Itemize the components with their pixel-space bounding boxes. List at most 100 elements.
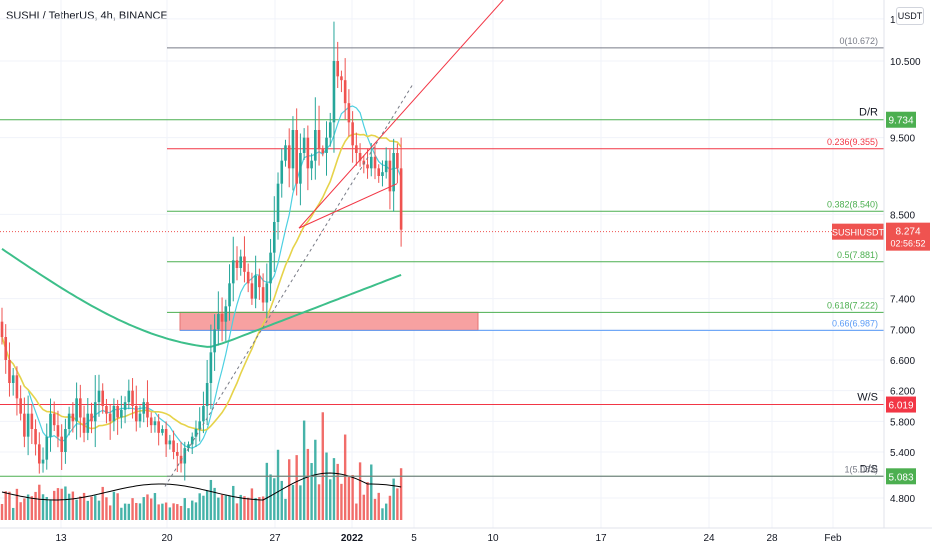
- candle: [183, 441, 187, 481]
- currency-button[interactable]: USDT: [896, 7, 924, 25]
- candle-body: [321, 149, 325, 153]
- volume-bar: [209, 479, 213, 520]
- price-axis-label: 1: [890, 15, 896, 26]
- candle: [336, 41, 339, 88]
- volume-bar: [254, 498, 257, 520]
- candle: [52, 401, 56, 432]
- candle-body: [295, 130, 298, 184]
- volume-bar: [64, 486, 67, 520]
- candle: [366, 148, 369, 179]
- candle: [116, 399, 119, 435]
- candle: [295, 108, 298, 196]
- volume-bar: [310, 463, 313, 520]
- level-label: 0.66(6.987): [832, 318, 878, 328]
- volume-bar: [217, 497, 220, 520]
- volume-bar: [362, 494, 366, 520]
- candle: [399, 137, 403, 247]
- volume-bar: [71, 491, 75, 520]
- volume-bar: [30, 496, 34, 520]
- candle-body: [4, 337, 8, 360]
- price-axis-label: 10.500: [890, 57, 921, 68]
- candle: [138, 405, 142, 428]
- volume-bar: [280, 480, 283, 520]
- volume-bar: [191, 500, 194, 520]
- candle-body: [381, 172, 384, 176]
- candle-body: [217, 314, 220, 330]
- price-axis-label: 7.000: [890, 325, 915, 336]
- dashed-trendline: [164, 83, 414, 487]
- price-axis-label: 5.400: [890, 448, 915, 459]
- volume-bar: [250, 488, 254, 520]
- candle: [284, 139, 287, 167]
- symbol-tag-text: SUSHIUSDT: [832, 228, 885, 238]
- candle-body: [15, 375, 19, 399]
- candle: [127, 379, 131, 410]
- candle: [272, 196, 276, 272]
- candle-body: [75, 398, 78, 422]
- candle-body: [396, 153, 399, 169]
- candle-body: [310, 160, 313, 169]
- candle: [108, 404, 112, 440]
- candle-body: [325, 137, 328, 153]
- candle-body: [220, 314, 224, 322]
- candle-body: [183, 448, 187, 464]
- candle: [71, 402, 75, 433]
- candle: [86, 398, 90, 441]
- candle-body: [269, 252, 272, 284]
- candle-body: [205, 383, 209, 406]
- candle: [142, 398, 146, 423]
- volume-bar: [97, 500, 101, 520]
- volume-bar: [273, 478, 276, 520]
- volume-bar: [284, 498, 287, 520]
- candle-body: [366, 164, 369, 169]
- candle-body: [265, 283, 269, 303]
- volume-bar: [138, 503, 142, 520]
- volume-bar: [142, 497, 145, 520]
- candle-body: [172, 440, 175, 452]
- volume-bar: [358, 462, 362, 520]
- red-trendline: [298, 0, 504, 229]
- candle: [243, 236, 246, 283]
- candle: [34, 419, 37, 456]
- time-axis-label: 24: [703, 533, 715, 544]
- candle-body: [168, 440, 172, 445]
- volume-bar: [157, 504, 160, 520]
- candle: [82, 405, 86, 443]
- candle: [90, 402, 93, 434]
- candle-body: [157, 421, 160, 433]
- candle: [0, 307, 4, 345]
- volume-bar: [336, 463, 339, 520]
- candle: [120, 395, 123, 429]
- ma-fast-line: [1, 105, 402, 449]
- candle-body: [56, 425, 60, 437]
- volume-bar: [384, 503, 388, 520]
- volume-bar: [265, 462, 269, 520]
- ma-mid-line: [1, 133, 402, 432]
- candle: [373, 144, 377, 180]
- candle-body: [258, 275, 261, 288]
- candle-body: [280, 160, 284, 184]
- candle-body: [19, 398, 22, 414]
- candle-body: [239, 256, 243, 268]
- candle-body: [287, 145, 291, 169]
- volume-bar: [239, 494, 242, 520]
- candle-body: [302, 137, 306, 153]
- candle: [105, 398, 108, 424]
- volume-bar: [243, 496, 246, 520]
- candle: [265, 263, 269, 319]
- volume-bar: [116, 493, 119, 520]
- candle-body: [131, 390, 134, 406]
- price-tag: [886, 396, 916, 413]
- volume-bar: [377, 492, 380, 520]
- candle-body: [250, 283, 254, 299]
- volume-bar: [269, 474, 272, 520]
- moving-averages: [1, 105, 402, 449]
- candle-body: [284, 145, 287, 161]
- price-tag: [886, 468, 916, 485]
- candle: [161, 425, 164, 436]
- price-axis-label: 6.600: [890, 356, 915, 367]
- candle: [377, 164, 381, 183]
- grid: [0, 0, 884, 528]
- time-axis-label: 17: [595, 533, 607, 544]
